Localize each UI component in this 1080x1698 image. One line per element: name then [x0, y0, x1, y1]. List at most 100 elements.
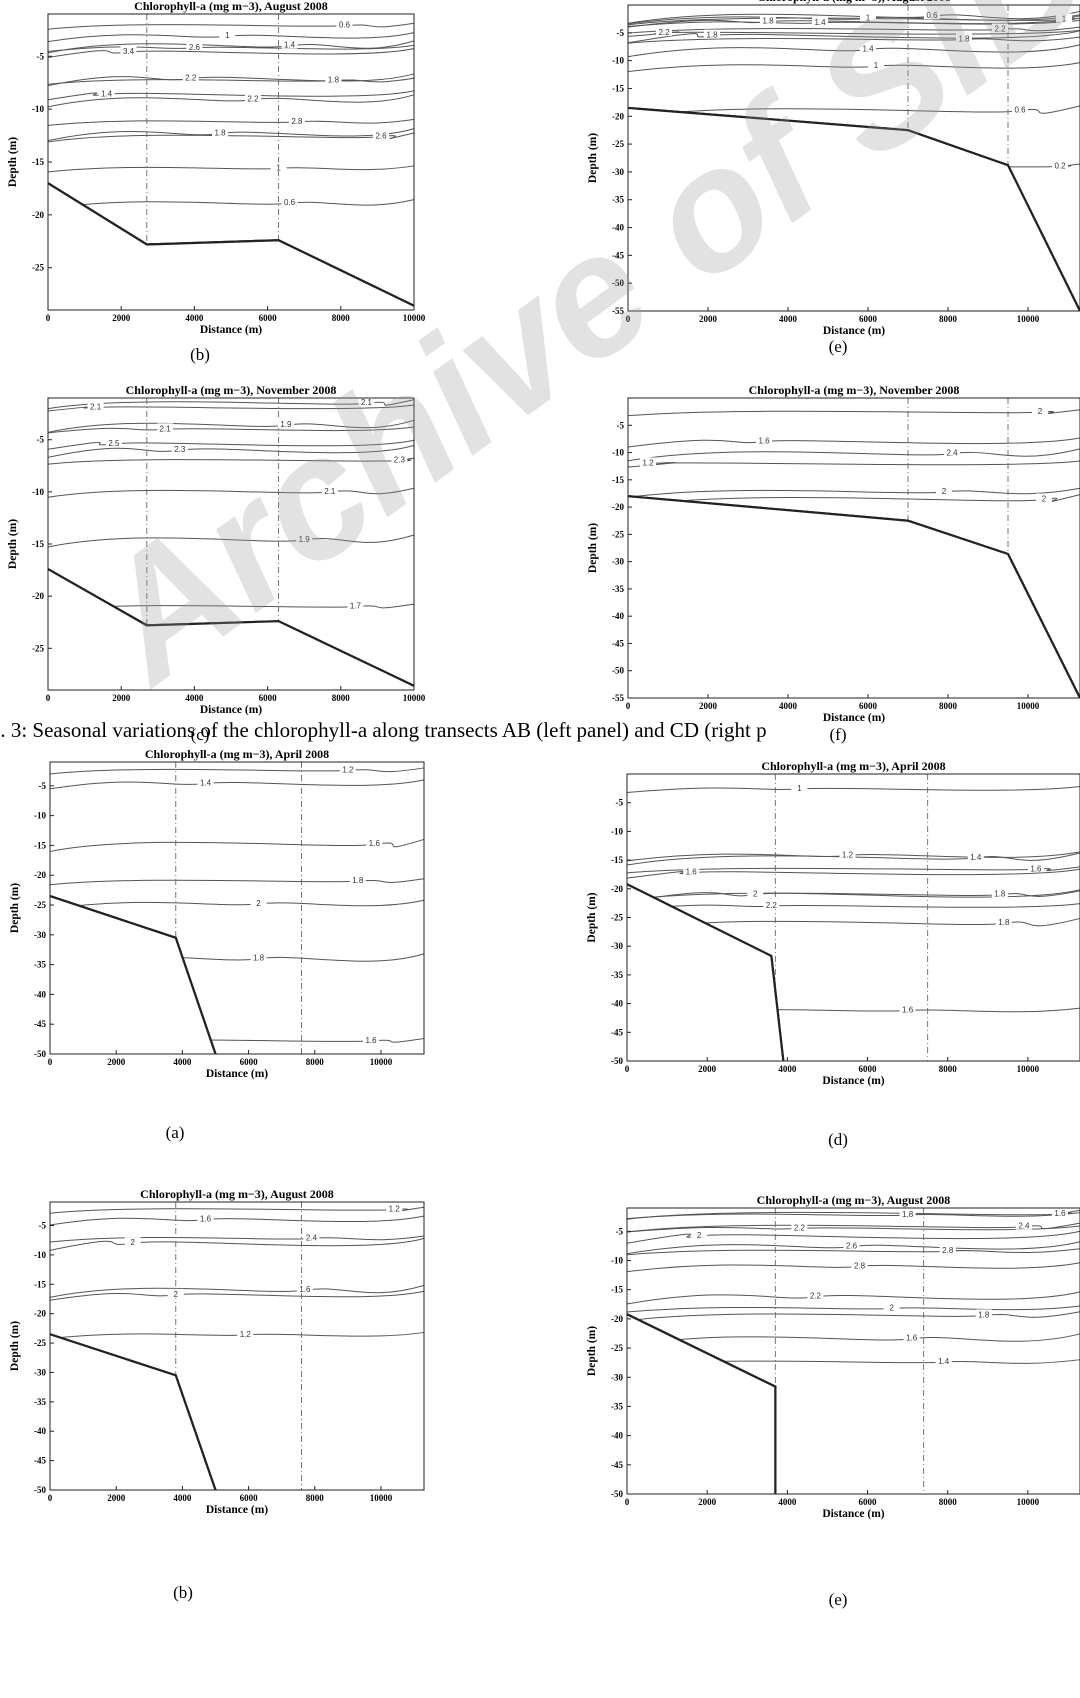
y-tick-label: -10	[34, 1250, 46, 1260]
contour-label-bg	[212, 127, 229, 137]
contour-label: 1.8	[902, 1210, 914, 1219]
y-tick-label: -20	[32, 591, 44, 601]
chart-panel-2: Chlorophyll-a (mg m−3), August 2008 2.2 1.…	[580, 0, 1080, 357]
x-tick-label: 4000	[778, 1064, 797, 1074]
contour-label: 2.4	[306, 1233, 318, 1242]
y-tick-label: -25	[612, 139, 624, 149]
x-tick-label: 2000	[699, 314, 718, 324]
y-tick-label: -25	[612, 529, 624, 539]
y-tick-label: -15	[34, 1279, 46, 1289]
y-tick-label: -40	[34, 989, 46, 999]
contour-label: 1.2	[842, 851, 854, 860]
y-tick-label: -20	[611, 1314, 623, 1324]
contour-label-bg	[237, 1328, 254, 1338]
y-tick-label: -30	[612, 557, 624, 567]
contour-label: 1.6	[686, 868, 698, 877]
x-tick-label: 4000	[173, 1057, 192, 1067]
x-tick-label: 2000	[112, 313, 131, 323]
contour-label: 2.3	[174, 445, 186, 454]
y-axis-label: Depth (m)	[7, 519, 19, 569]
y-tick-label: -45	[611, 1460, 623, 1470]
contour-label: 2.8	[942, 1246, 954, 1255]
x-tick-label: 10000	[403, 693, 426, 703]
y-tick-label: -10	[612, 56, 624, 66]
isoline	[49, 1284, 425, 1298]
contour-label-bg	[157, 423, 174, 433]
x-tick-label: 6000	[259, 313, 278, 323]
contour-label: 2.1	[90, 402, 102, 411]
contour-label: 2.1	[361, 398, 373, 407]
panel-sublabel: (c)	[190, 725, 210, 744]
isoline	[626, 1305, 1080, 1313]
contour-label-bg	[349, 875, 366, 885]
y-tick-label: -5	[616, 798, 624, 808]
contour-label: 1.4	[200, 778, 212, 787]
isoline	[49, 1237, 425, 1251]
chart-title: Chlorophyll-a (mg m−3), April 2008	[145, 747, 329, 761]
x-axis-label: Distance (m)	[200, 324, 262, 336]
x-tick-label: 0	[48, 1057, 53, 1067]
contour-label-bg	[98, 88, 115, 98]
x-axis-label: Distance (m)	[206, 1068, 268, 1080]
y-tick-label: -45	[34, 1456, 46, 1466]
contour-lines	[627, 409, 1080, 508]
isoline	[626, 866, 1080, 874]
contour-label-bg	[843, 1240, 860, 1250]
x-tick-label: 10000	[1017, 314, 1040, 324]
contour-label-bg	[995, 917, 1012, 927]
plot-frame	[626, 1207, 1080, 1495]
y-tick-label: -40	[612, 611, 624, 621]
x-tick-label: 6000	[240, 1493, 259, 1503]
contour-label-bg	[903, 1332, 920, 1342]
contour-label: 1.6	[200, 1215, 212, 1224]
contour-plot: Chlorophyll-a (mg m−3), August 2008 1.8 1.…	[586, 1193, 1080, 1520]
contour-label-bg	[288, 115, 305, 125]
isoline	[47, 165, 415, 173]
contour-label-bg	[358, 397, 375, 407]
contour-label: 1.6	[365, 1036, 377, 1045]
contour-label-bg	[967, 851, 984, 861]
chart-panel-4: Chlorophyll-a (mg m−3), November 2008 2 1.…	[580, 352, 1080, 744]
contour-label-bg	[992, 23, 1008, 33]
y-tick-label: -40	[611, 1431, 623, 1441]
isoline	[627, 36, 1080, 44]
contour-label: 2	[1038, 407, 1043, 416]
contour-label-bg	[244, 93, 261, 103]
seabed-profile-line	[47, 182, 415, 307]
contour-label-bg	[1036, 493, 1052, 503]
chart-panel-6: Chlorophyll-a (mg m−3), April 2008 1 1.2 1.…	[580, 740, 1080, 1149]
isoline	[627, 62, 1080, 73]
isoline	[47, 73, 415, 87]
x-tick-label: 6000	[859, 701, 878, 711]
y-axis-label: Depth (m)	[586, 1326, 598, 1376]
y-tick-label: -10	[611, 826, 623, 836]
seabed-profile-line	[626, 1313, 777, 1494]
contour-label: 1.8	[998, 918, 1010, 927]
contour-label: 1	[276, 163, 281, 172]
y-axis-label: Depth (m)	[586, 892, 598, 942]
x-tick-label: 4000	[173, 1493, 192, 1503]
isoline	[627, 409, 1080, 417]
seabed-mask	[627, 884, 784, 1061]
contour-label-bg	[124, 1237, 141, 1247]
contour-label: 2	[889, 1303, 894, 1312]
x-tick-label: 0	[625, 1064, 630, 1074]
contour-label-bg	[860, 12, 876, 22]
seabed-mask	[50, 896, 216, 1054]
y-tick-label: -10	[32, 487, 44, 497]
chart-title: Chlorophyll-a (mg m−3), November 2008	[126, 383, 337, 397]
contour-label: 1.4	[862, 45, 874, 54]
contour-label-bg	[347, 600, 364, 610]
x-tick-label: 2000	[698, 1064, 717, 1074]
contour-label: 1.8	[352, 876, 364, 885]
contour-label: 1.4	[101, 89, 113, 98]
y-tick-label: -35	[612, 584, 624, 594]
contour-label-bg	[924, 10, 940, 20]
x-tick-label: 8000	[332, 693, 351, 703]
isoline	[627, 437, 1080, 448]
x-axis-label: Distance (m)	[823, 325, 885, 337]
seabed-profile-line	[49, 895, 217, 1055]
contour-label: 1	[866, 13, 871, 22]
contour-lines	[47, 399, 415, 611]
y-tick-label: -30	[612, 167, 624, 177]
